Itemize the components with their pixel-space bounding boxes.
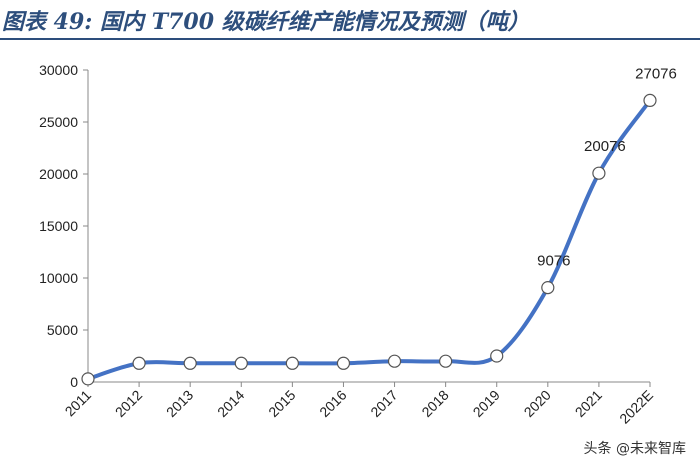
x-tick-label: 2014 [214,387,247,420]
data-point [439,354,453,368]
x-tick-label: 2015 [265,387,298,420]
data-point [336,356,351,370]
data-point [183,356,197,370]
data-label: 27076 [635,65,677,82]
data-label: 9076 [537,253,570,270]
x-tick-label: 2017 [367,387,400,420]
data-point [541,281,555,295]
y-tick-label: 0 [70,374,78,390]
x-tick-label: 2019 [470,387,503,420]
data-point [387,354,402,368]
data-point [234,356,248,370]
data-label: 20076 [584,138,626,155]
line-chart: 0 5000 10000 15000 20000 25000 30000 2011 2012 20… [39,62,677,427]
y-tick-label: 10000 [39,270,78,286]
x-tick-label: 2018 [418,387,451,420]
y-tick-label: 30000 [39,62,78,78]
data-point [490,349,504,363]
x-tick-label: 2016 [316,387,349,420]
x-tick-label: 2011 [62,387,95,420]
x-tick-label: 2020 [521,387,554,420]
data-point [592,166,606,180]
y-tick-label: 25000 [39,114,78,130]
data-point [285,356,299,370]
x-tick-label: 2012 [112,387,145,420]
data-point [643,93,657,108]
y-tick-label: 20000 [39,166,78,182]
data-point [81,372,95,386]
data-point [132,356,146,370]
watermark: 头条 @未来智库 [583,441,686,457]
chart-title: 图表 49: 国内 T700 级碳纤维产能情况及预测（吨） [2,9,530,35]
x-tick-label: 2021 [572,387,605,420]
y-tick-label: 15000 [39,218,78,234]
series-line [87,99,652,381]
x-tick-label: 2022E [616,387,656,427]
title-bar: 图表 49: 国内 T700 级碳纤维产能情况及预测（吨） [0,0,700,36]
title-divider [0,38,700,40]
y-tick-label: 5000 [47,322,78,338]
x-tick-label: 2013 [163,387,196,420]
